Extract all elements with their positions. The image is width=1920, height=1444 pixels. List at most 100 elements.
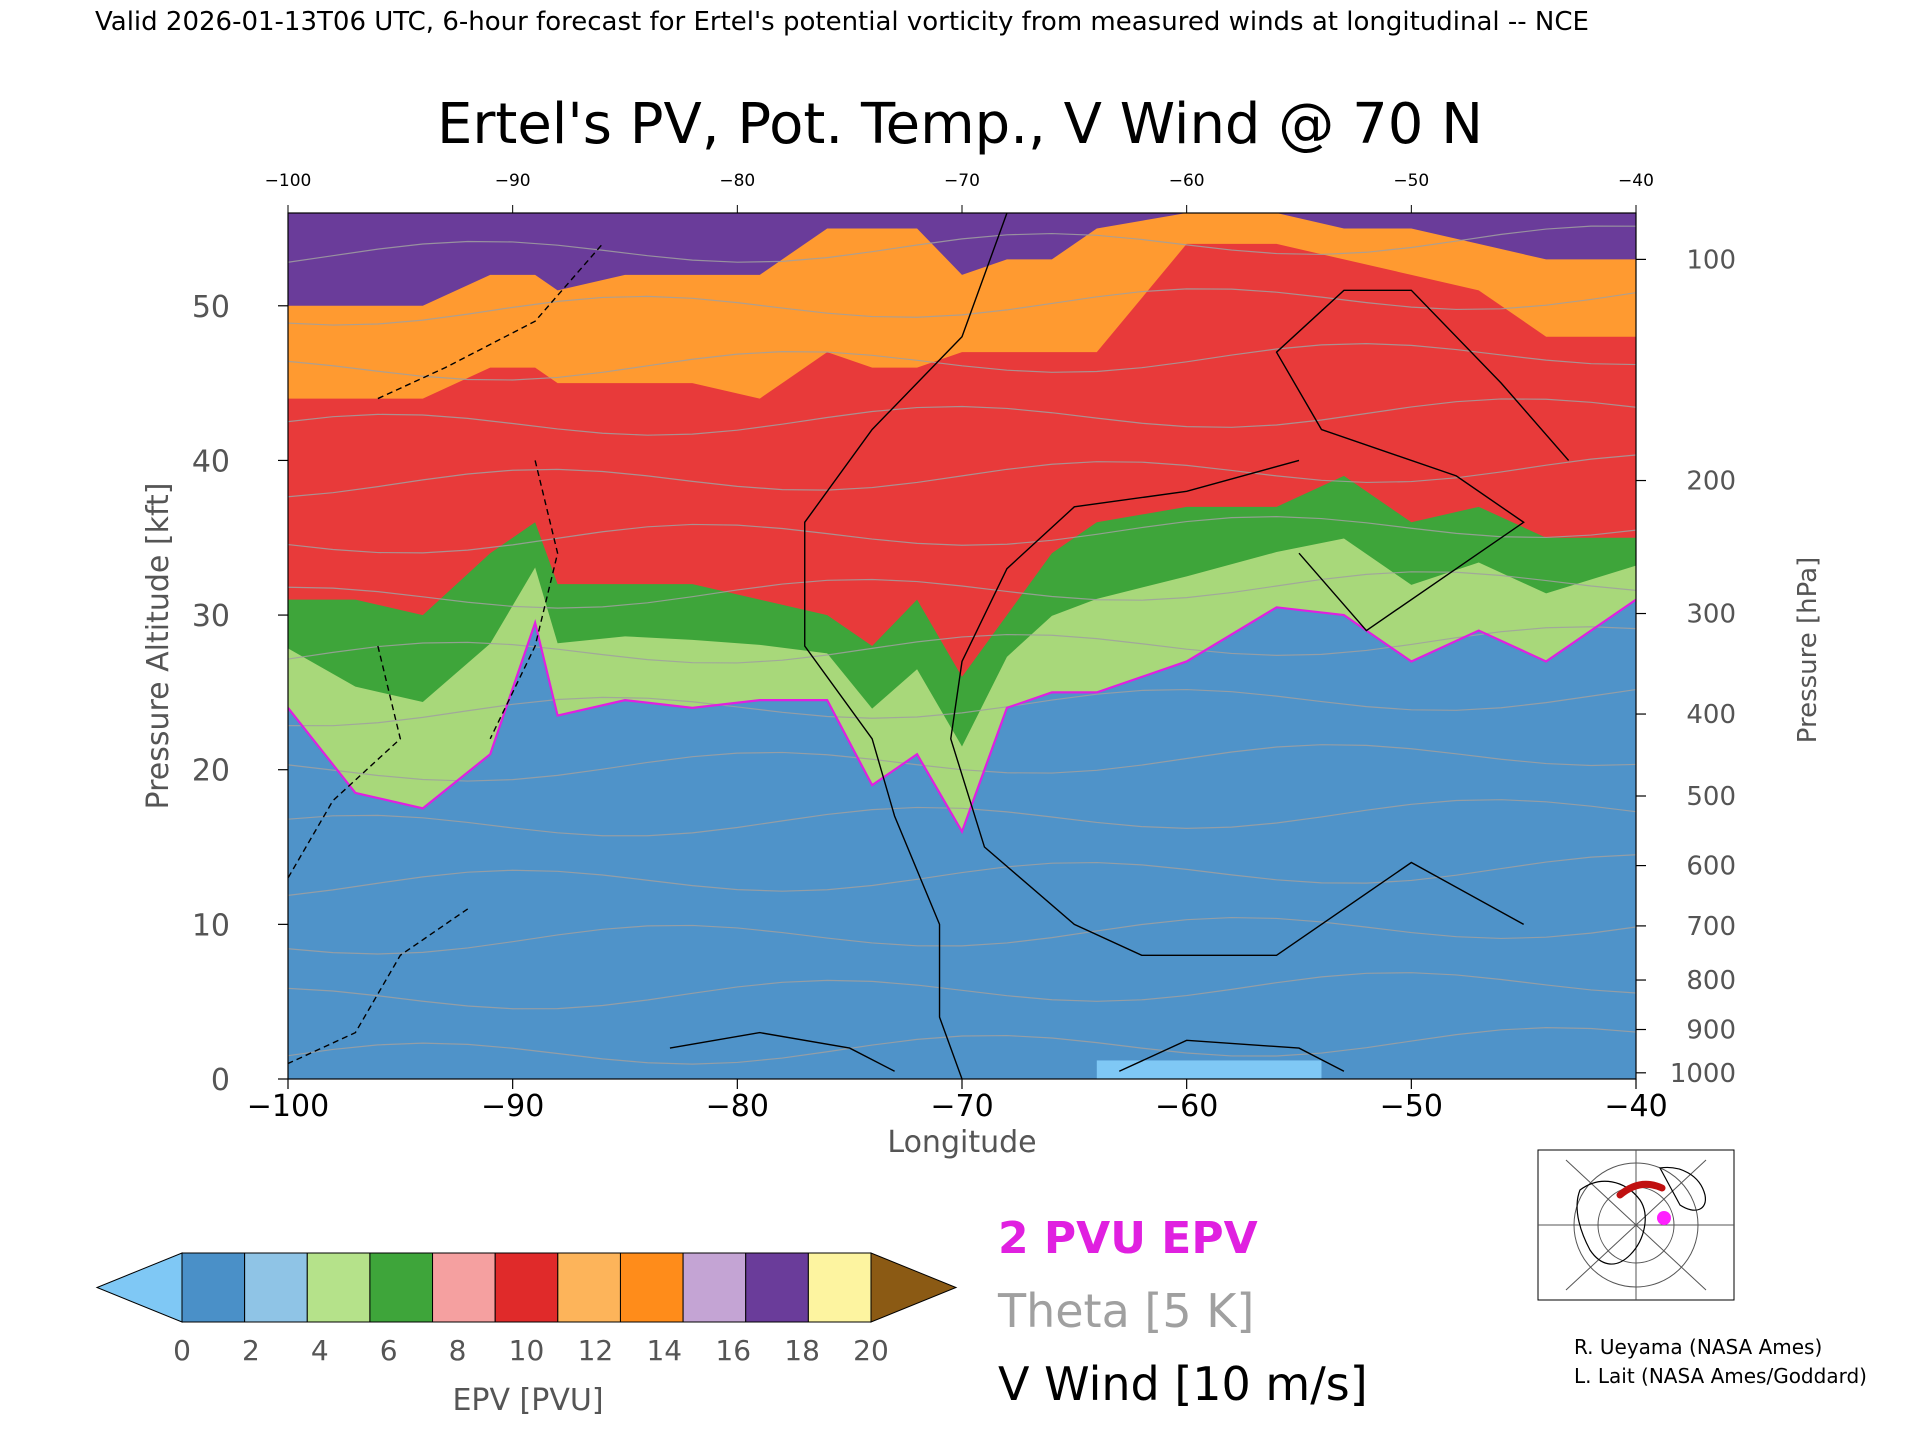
colorbar-segment: [682, 1252, 747, 1323]
wind-contour: [377, 243, 604, 400]
colorbar-label: EPV [PVU]: [452, 1383, 603, 1418]
pressure-tick-label: 900: [1686, 1016, 1736, 1046]
validity-line: Valid 2026-01-13T06 UTC, 6-hour forecast…: [95, 7, 1589, 37]
x-tick-label: −60: [1155, 1089, 1218, 1124]
legend: 2 PVU EPV Theta [5 K] V Wind [10 m/s]: [997, 1213, 1368, 1411]
colorbar-tick-label: 16: [715, 1334, 751, 1367]
theta-contour: [288, 799, 1636, 837]
x-tick-label: −40: [1604, 1089, 1667, 1124]
theta-contour: [288, 854, 1636, 896]
wind-contour: [669, 1031, 895, 1072]
credit-line-1: R. Ueyama (NASA Ames): [1574, 1335, 1822, 1359]
pressure-tick-label: 200: [1686, 467, 1736, 497]
pressure-tick-label: 800: [1686, 966, 1736, 996]
pressure-tick-label: 400: [1686, 700, 1736, 730]
theta-contour: [288, 972, 1636, 1010]
plot-area: [288, 213, 1636, 1079]
legend-wind-entry: V Wind [10 m/s]: [998, 1357, 1368, 1411]
colorbar-under-arrow: [95, 1252, 183, 1323]
theta-contour: [288, 288, 1636, 326]
top-axis: −100 −90 −80 −70 −60 −50 −40: [265, 171, 1654, 213]
pressure-tick-label: 300: [1686, 600, 1736, 630]
colorbar-tick-label: 0: [173, 1334, 191, 1367]
legend-pv-entry: 2 PVU EPV: [998, 1213, 1258, 1264]
x-axis-label: Longitude: [887, 1125, 1036, 1160]
top-tick-label: −50: [1393, 171, 1429, 191]
top-tick-label: −70: [944, 171, 980, 191]
theta-contour: [288, 744, 1636, 782]
pressure-tick-label: 600: [1686, 852, 1736, 882]
colorbar-segment: [306, 1252, 371, 1323]
colorbar-over-arrow: [870, 1252, 958, 1323]
x-axis: −100 −90 −80 −70 −60 −50 −40: [247, 1079, 1668, 1124]
wind-contour: [489, 460, 559, 740]
pressure-tick-label: 1000: [1670, 1059, 1736, 1089]
y-tick-label: 10: [192, 908, 230, 943]
top-tick-label: −100: [265, 171, 312, 191]
colorbar-tick-label: 14: [646, 1334, 682, 1367]
legend-theta-entry: Theta [5 K]: [997, 1284, 1254, 1338]
y-tick-label: 40: [192, 444, 230, 479]
colorbar-segment: [432, 1252, 496, 1323]
theta-contour: [288, 1027, 1636, 1065]
wind-contour: [288, 908, 469, 1065]
x-tick-label: −90: [481, 1089, 544, 1124]
colorbar-tick-label: 8: [449, 1334, 467, 1367]
x-tick-label: −100: [247, 1089, 329, 1124]
theta-contour: [288, 454, 1636, 498]
theta-contour: [288, 516, 1636, 554]
credit-line-2: L. Lait (NASA Ames/Goddard): [1574, 1364, 1867, 1388]
colorbar-segment: [807, 1252, 872, 1323]
colorbar-segment: [745, 1252, 809, 1323]
x-tick-label: −80: [706, 1089, 769, 1124]
y-tick-label: 30: [192, 599, 230, 634]
colorbar-tick-label: 6: [380, 1334, 398, 1367]
y-tick-label: 50: [192, 290, 230, 325]
chart-title: Ertel's PV, Pot. Temp., V Wind @ 70 N: [437, 92, 1483, 157]
x-tick-label: −70: [930, 1089, 993, 1124]
wind-contour: [1275, 289, 1570, 632]
colorbar-segment: [369, 1252, 434, 1323]
wind-contour: [950, 459, 1525, 956]
wind-contour: [804, 213, 1008, 1079]
colorbar-tick-label: 12: [578, 1334, 614, 1367]
colorbar-tick-label: 18: [784, 1334, 820, 1367]
x-tick-label: −50: [1380, 1089, 1443, 1124]
y-axis-label-right: Pressure [hPa]: [1793, 557, 1823, 744]
colorbar-tick-label: 4: [311, 1334, 329, 1367]
top-tick-label: −80: [719, 171, 755, 191]
colorbar-segment: [557, 1252, 621, 1323]
pv-band-low: [1096, 1060, 1322, 1079]
inset-map: [1537, 1149, 1735, 1301]
theta-contour: [288, 225, 1636, 263]
colorbar-segment: [181, 1252, 246, 1323]
pv-band-blue: [288, 599, 1636, 1079]
pressure-tick-label: 100: [1686, 245, 1736, 275]
wind-contour: [1118, 1039, 1345, 1072]
theta-contour: [288, 688, 1636, 727]
theta-contour: [288, 343, 1636, 381]
theta-contour: [288, 398, 1636, 436]
y-axis-right: 100 200 300 400 500 600 700 800 900 1000: [1636, 245, 1736, 1089]
top-tick-label: −60: [1169, 171, 1205, 191]
colorbar: 0 2 4 6 8 10 12 14 16 18 20: [95, 1252, 958, 1367]
colorbar-segment: [244, 1252, 308, 1323]
colorbar-segment: [619, 1252, 684, 1323]
colorbar-segment: [494, 1252, 559, 1323]
theta-contour: [288, 626, 1636, 664]
wind-contour: [288, 645, 402, 879]
pressure-tick-label: 500: [1686, 782, 1736, 812]
top-tick-label: −40: [1618, 171, 1654, 191]
y-tick-label: 20: [192, 754, 230, 789]
y-axis-left: 0 10 20 30 40 50: [192, 290, 288, 1098]
y-tick-label: 0: [211, 1063, 230, 1098]
theta-contour: [288, 571, 1636, 609]
theta-contour: [288, 916, 1636, 955]
y-axis-label-left: Pressure Altitude [kft]: [141, 483, 176, 810]
colorbar-tick-label: 20: [853, 1334, 889, 1367]
top-tick-label: −90: [495, 171, 531, 191]
colorbar-tick-label: 2: [242, 1334, 260, 1367]
pressure-tick-label: 700: [1686, 912, 1736, 942]
